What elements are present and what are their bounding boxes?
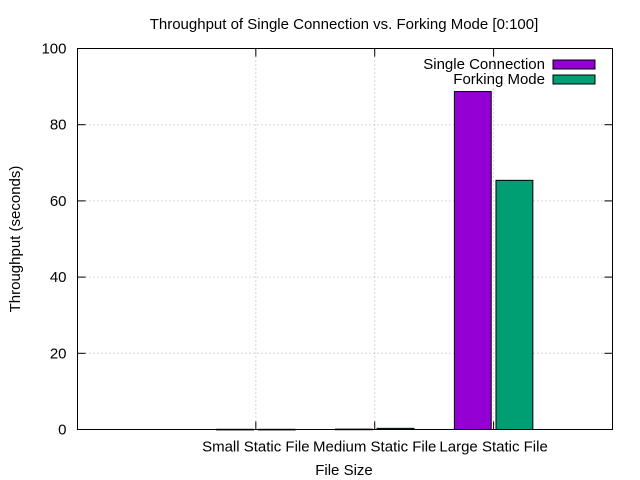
legend-swatch bbox=[552, 74, 596, 85]
x-tick-label: Small Static File bbox=[202, 439, 310, 456]
x-axis-ticks: Small Static File Medium Static File Large… bbox=[202, 48, 548, 456]
y-tick-label: 60 bbox=[50, 193, 67, 210]
y-tick-label: 100 bbox=[41, 41, 66, 58]
y-axis-ticks: 0 20 40 60 80 100 bbox=[41, 41, 613, 439]
legend-swatch bbox=[552, 59, 596, 70]
y-tick-label: 0 bbox=[58, 422, 66, 439]
y-axis-label: Throughput (seconds) bbox=[7, 166, 24, 313]
plot-frame bbox=[77, 48, 613, 430]
y-tick-label: 20 bbox=[50, 345, 67, 362]
y-tick-label: 40 bbox=[50, 269, 67, 286]
legend-label: Forking Mode bbox=[453, 71, 545, 88]
x-tick-label: Large Static File bbox=[439, 439, 547, 456]
bars bbox=[216, 91, 534, 431]
x-axis-label: File Size bbox=[315, 462, 373, 479]
legend-label: Single Connection bbox=[423, 56, 545, 73]
y-tick-label: 80 bbox=[50, 117, 67, 134]
chart-title: Throughput of Single Connection vs. Fork… bbox=[150, 16, 539, 33]
bar-single-connection bbox=[453, 91, 492, 430]
bar-forking-mode bbox=[495, 179, 534, 430]
x-tick-label: Medium Static File bbox=[313, 439, 436, 456]
